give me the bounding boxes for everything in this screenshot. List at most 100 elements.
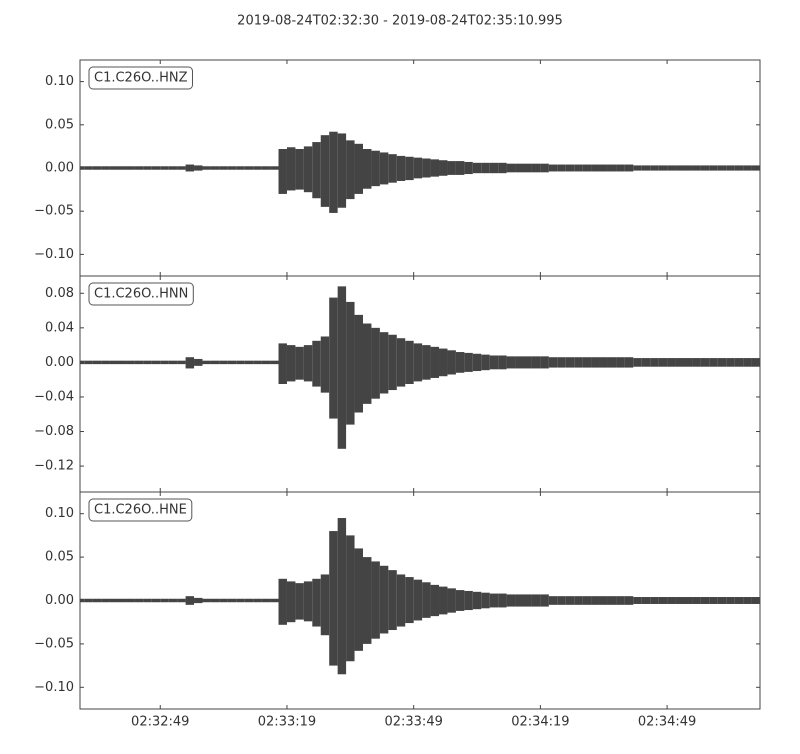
trace-segment bbox=[489, 355, 499, 370]
trace-segment bbox=[650, 358, 659, 367]
trace-segment bbox=[177, 598, 186, 603]
trace-segment bbox=[700, 597, 710, 604]
trace-segment bbox=[396, 155, 406, 181]
trace-segment bbox=[641, 165, 651, 171]
trace-segment bbox=[320, 336, 330, 393]
trace-segment bbox=[506, 356, 516, 369]
trace-segment bbox=[582, 164, 592, 172]
trace-segment bbox=[633, 597, 642, 604]
trace-segment bbox=[253, 166, 262, 170]
trace-segment bbox=[160, 360, 169, 365]
trace-segment bbox=[489, 162, 499, 174]
trace-segment bbox=[667, 165, 676, 171]
y-tick-label: 0.05 bbox=[45, 117, 74, 132]
trace-segment bbox=[616, 596, 625, 605]
trace-segment bbox=[726, 165, 735, 171]
trace-segment bbox=[202, 166, 211, 170]
trace-segment bbox=[371, 150, 380, 187]
trace-segment bbox=[396, 338, 406, 387]
trace-segment bbox=[346, 140, 355, 200]
trace-segment bbox=[531, 356, 541, 369]
trace-segment bbox=[92, 166, 102, 170]
trace-segment bbox=[591, 164, 600, 172]
trace-label: C1.C26O..HNZ bbox=[94, 71, 188, 86]
trace-segment bbox=[574, 596, 583, 605]
trace-segment bbox=[582, 596, 592, 605]
trace-segment bbox=[286, 581, 296, 623]
trace-segment bbox=[675, 597, 684, 604]
trace-segment bbox=[506, 594, 516, 607]
trace-segment bbox=[227, 598, 237, 603]
trace-segment bbox=[447, 350, 456, 375]
trace-segment bbox=[574, 357, 583, 368]
trace-segment bbox=[312, 340, 321, 387]
trace-segment bbox=[667, 358, 676, 367]
trace-segment bbox=[346, 301, 355, 425]
y-tick-label: −0.05 bbox=[34, 204, 74, 219]
trace-segment bbox=[734, 165, 744, 171]
x-tick-label: 02:32:49 bbox=[131, 715, 189, 730]
trace-segment bbox=[84, 166, 93, 170]
trace-segment bbox=[481, 162, 490, 174]
trace-segment bbox=[439, 348, 448, 377]
trace-segment bbox=[84, 360, 93, 365]
trace-segment bbox=[464, 352, 473, 372]
trace-segment bbox=[253, 360, 262, 365]
trace-segment bbox=[498, 162, 507, 174]
trace-segment bbox=[515, 163, 524, 173]
trace-segment bbox=[143, 598, 152, 603]
trace-segment bbox=[548, 596, 558, 605]
trace-segment bbox=[109, 360, 119, 365]
trace-segment bbox=[295, 583, 304, 620]
x-tick-label: 02:34:19 bbox=[511, 715, 569, 730]
trace-segment bbox=[700, 358, 710, 367]
trace-segment bbox=[717, 597, 727, 604]
trace-segment bbox=[633, 358, 642, 367]
trace-segment bbox=[743, 165, 752, 171]
trace-segment bbox=[379, 565, 389, 634]
trace-segment bbox=[270, 166, 279, 170]
trace-segment bbox=[185, 596, 195, 605]
trace-segment bbox=[236, 166, 245, 170]
trace-segment bbox=[599, 357, 608, 368]
trace-segment bbox=[270, 360, 279, 365]
trace-segment bbox=[709, 597, 718, 604]
trace-segment bbox=[337, 286, 347, 449]
trace-segment bbox=[582, 357, 592, 368]
trace-segment bbox=[118, 360, 127, 365]
trace-segment bbox=[134, 360, 144, 365]
trace-segment bbox=[194, 165, 203, 171]
y-tick-label: 0.00 bbox=[45, 593, 74, 608]
y-tick-label: −0.05 bbox=[34, 636, 74, 651]
x-tick-label: 02:33:49 bbox=[384, 715, 442, 730]
trace-segment bbox=[717, 358, 727, 367]
trace-segment bbox=[362, 323, 372, 404]
trace-segment bbox=[202, 360, 211, 365]
x-tick-label: 02:34:49 bbox=[638, 715, 696, 730]
trace-segment bbox=[565, 164, 575, 172]
trace-segment bbox=[236, 598, 245, 603]
trace-segment bbox=[506, 163, 516, 173]
trace bbox=[80, 131, 760, 213]
trace-segment bbox=[270, 598, 279, 603]
trace-segment bbox=[616, 357, 625, 368]
trace-segment bbox=[160, 166, 169, 170]
trace-segment bbox=[151, 166, 161, 170]
trace-segment bbox=[371, 561, 380, 639]
trace-label-box bbox=[88, 66, 193, 90]
trace-segment bbox=[303, 581, 313, 622]
trace-segment bbox=[227, 360, 237, 365]
trace-segment bbox=[185, 357, 195, 369]
trace-segment bbox=[210, 598, 220, 603]
y-tick-label: −0.10 bbox=[34, 680, 74, 695]
trace-segment bbox=[413, 343, 423, 382]
trace-segment bbox=[253, 598, 262, 603]
trace-segment bbox=[726, 358, 735, 367]
trace-segment bbox=[396, 574, 406, 627]
trace-segment bbox=[481, 354, 490, 371]
trace-segment bbox=[574, 164, 583, 172]
y-tick-label: −0.08 bbox=[34, 424, 74, 439]
trace-segment bbox=[430, 159, 440, 177]
trace-segment bbox=[177, 166, 186, 170]
